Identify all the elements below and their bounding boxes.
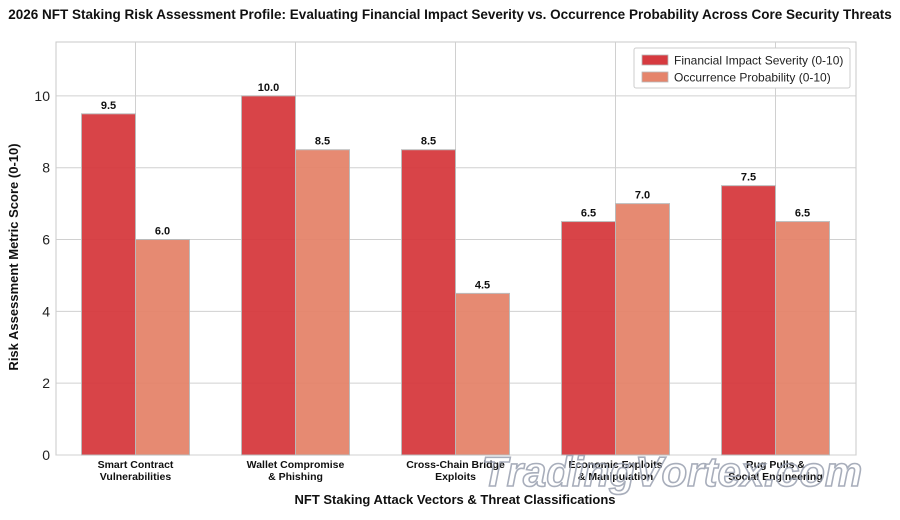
data-label: 6.5 [795, 208, 810, 220]
bar-financial-impact [401, 149, 456, 456]
bar-financial-impact [561, 221, 616, 456]
x-axis-label: NFT Staking Attack Vectors & Threat Clas… [295, 492, 616, 507]
data-label: 8.5 [315, 136, 330, 148]
data-labels: 9.5 10.0 8.5 6.5 7.5 6.0 8.5 4.5 7.0 6.5 [101, 82, 810, 292]
x-tick-label: Cross-Chain Bridge Exploits [406, 459, 505, 483]
legend-label: Occurrence Probability (0-10) [674, 71, 831, 85]
chart-title: 2026 NFT Staking Risk Assessment Profile… [8, 7, 892, 22]
watermark: TradingVortex.com [482, 448, 862, 495]
y-tick-label: 8 [42, 160, 50, 176]
legend-box [633, 47, 851, 89]
bars [81, 95, 830, 456]
bar-occurrence-probability [295, 149, 350, 456]
bar-occurrence-probability [455, 292, 510, 456]
legend-label: Financial Impact Severity (0-10) [674, 54, 843, 68]
data-label: 9.5 [101, 100, 116, 112]
y-tick-label: 10 [34, 88, 50, 104]
data-label: 6.5 [581, 208, 596, 220]
y-axis-label: Risk Assessment Metric Score (0-10) [6, 143, 21, 370]
data-label: 4.5 [475, 279, 490, 291]
bar-financial-impact [721, 185, 776, 456]
bar-financial-impact [81, 113, 136, 456]
y-tick-label: 6 [42, 232, 50, 248]
bar-occurrence-probability [615, 203, 670, 456]
bar-occurrence-probability [775, 221, 830, 456]
legend: Financial Impact Severity (0-10) Occurren… [633, 47, 851, 89]
data-label: 6.0 [155, 226, 170, 238]
legend-swatch [641, 54, 669, 66]
bar-occurrence-probability [135, 239, 190, 456]
y-axis-ticks: 0 2 4 6 8 10 [34, 88, 50, 463]
y-tick-label: 0 [42, 447, 50, 463]
y-tick-label: 4 [42, 303, 50, 319]
x-axis-ticks: Smart Contract Vulnerabilities Wallet Comp… [98, 459, 823, 483]
y-tick-label: 2 [42, 375, 50, 391]
data-label: 7.0 [635, 190, 650, 202]
x-tick-label: Wallet Compromise & Phishing [247, 459, 345, 483]
bar-financial-impact [241, 95, 296, 456]
legend-swatch [641, 71, 669, 83]
data-label: 10.0 [258, 82, 279, 94]
x-tick-label: Smart Contract Vulnerabilities [98, 459, 174, 483]
data-label: 7.5 [741, 172, 756, 184]
x-tick-label: Economic Exploits & Manipulation [569, 459, 663, 483]
x-tick-label: Rug Pulls & Social Engineering [728, 459, 823, 483]
data-label: 8.5 [421, 136, 436, 148]
